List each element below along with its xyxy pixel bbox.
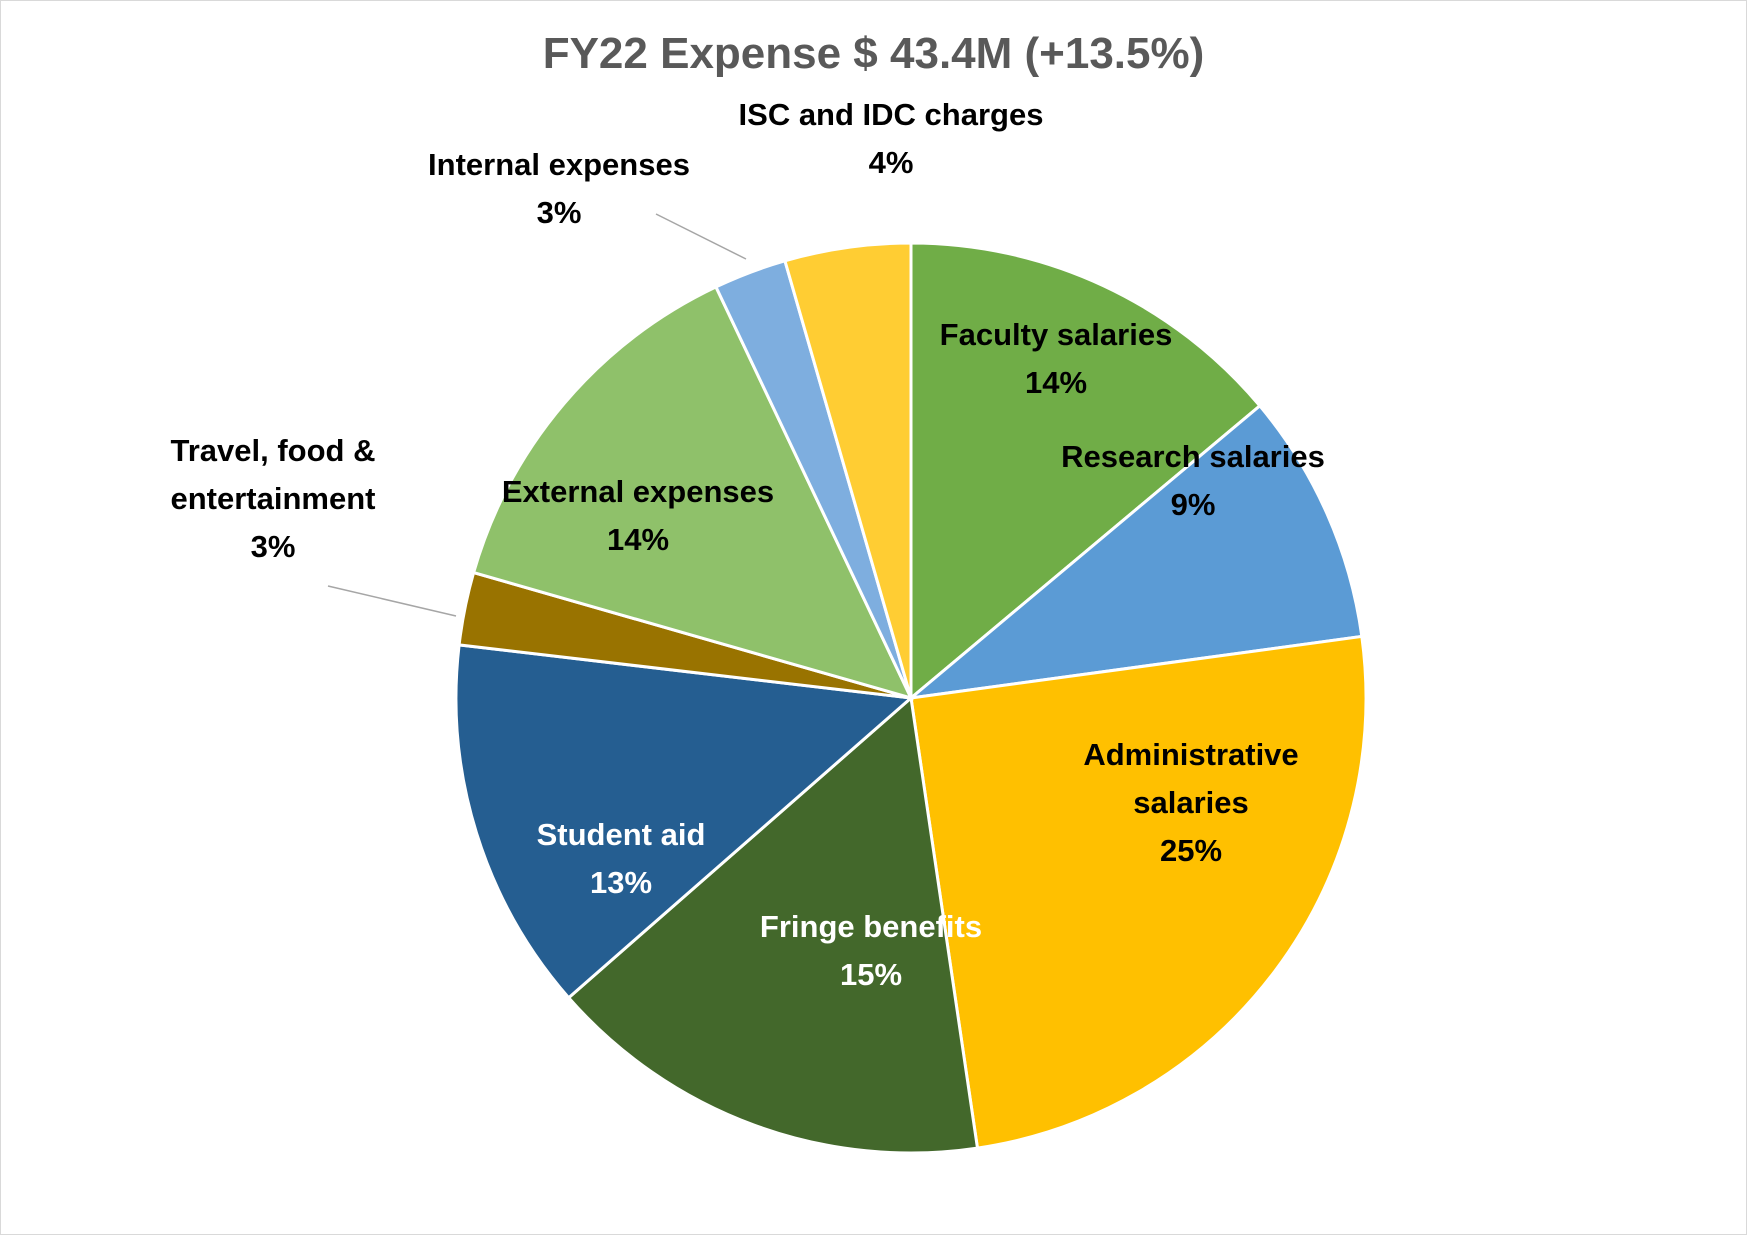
data-label-internal-expenses: Internal expenses 3% [428, 147, 690, 230]
pie-slice-isc-and-idc-charges [783, 241, 913, 699]
pie-slice-administrative-salaries [909, 634, 1368, 1150]
leader-line-travel-food-entertainment [327, 585, 457, 617]
pie-slice-fringe-benefits [566, 695, 980, 1155]
data-label-isc-and-idc-charges: ISC and IDC charges 4% [739, 97, 1044, 180]
pie-slice-research-salaries [906, 403, 1364, 701]
data-label-administrative-salaries: Administrative salaries 25% [1083, 737, 1298, 868]
data-label-travel-food-entertainment: Travel, food & entertainment 3% [171, 433, 376, 564]
data-label-fringe-benefits: Fringe benefits 15% [760, 909, 982, 992]
pie-slice-external-expenses [471, 284, 914, 701]
data-label-external-expenses: External expenses 14% [502, 474, 774, 557]
chart-title: FY22 Expense $ 43.4M (+13.5%) [542, 29, 1205, 78]
data-label-faculty-salaries: Faculty salaries 14% [940, 317, 1173, 400]
data-label-research-salaries: Research salaries 9% [1061, 439, 1325, 522]
pie-slice-student-aid [454, 643, 915, 1000]
leader-line-internal-expenses [655, 213, 747, 260]
pie-slice-faculty-salaries [909, 241, 1262, 702]
data-label-student-aid: Student aid 13% [537, 817, 706, 900]
